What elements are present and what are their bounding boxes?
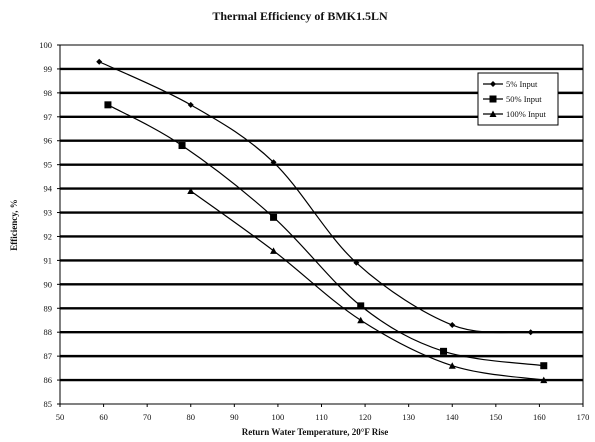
data-point (540, 362, 548, 370)
y-axis-title: Efficiency, % (9, 199, 19, 251)
data-point (178, 142, 186, 150)
data-point (353, 259, 360, 266)
chart-title: Thermal Efficiency of BMK1.5LN (212, 9, 388, 23)
x-tick-label: 90 (230, 412, 239, 422)
y-tick-label: 85 (44, 399, 53, 409)
x-tick-label: 120 (359, 412, 372, 422)
data-point (527, 329, 534, 336)
x-tick-label: 50 (56, 412, 65, 422)
tick-label-layer: 85 86 87 88 89 90 91 92 93 94 95 96 97 98 99 100 50 60 70 8… (39, 40, 589, 422)
series-layer (96, 58, 548, 384)
y-tick-label: 95 (44, 160, 53, 170)
x-tick-label: 140 (446, 412, 459, 422)
data-point (448, 362, 456, 369)
data-point (449, 322, 456, 329)
data-point (187, 101, 194, 108)
x-tick-label: 170 (577, 412, 590, 422)
data-point (357, 302, 365, 310)
x-tick-label: 160 (533, 412, 546, 422)
data-point (270, 247, 278, 254)
x-tick-label: 150 (489, 412, 502, 422)
legend-label: 5% Input (506, 79, 538, 89)
legend-item-50-input: 50% Input (483, 94, 542, 104)
data-point (270, 213, 278, 221)
y-tick-label: 87 (44, 351, 53, 361)
legend-label: 100% Input (506, 109, 547, 119)
y-tick-label: 100 (39, 40, 52, 50)
y-tick-label: 86 (44, 375, 53, 385)
legend-item-100-input: 100% Input (483, 109, 547, 119)
x-tick-label: 110 (315, 412, 327, 422)
series-5-input (96, 58, 534, 336)
y-tick-label: 94 (44, 184, 53, 194)
x-axis-title: Return Water Temperature, 20°F Rise (242, 427, 389, 437)
x-tick-label: 60 (99, 412, 108, 422)
y-tick-label: 93 (44, 208, 53, 218)
series-100-input (187, 187, 548, 384)
x-tick-label: 100 (272, 412, 285, 422)
series-line (98, 61, 531, 334)
data-point (540, 376, 548, 384)
legend-marker (490, 81, 496, 87)
x-tick-label: 70 (143, 412, 152, 422)
legend-marker (489, 95, 497, 103)
data-point (270, 159, 277, 166)
data-point (357, 316, 365, 324)
x-tick-label: 130 (402, 412, 415, 422)
series-50-input (104, 101, 548, 370)
y-tick-label: 90 (44, 279, 53, 289)
legend: 5% Input 50% Input 100% Input (477, 72, 559, 126)
legend-item-5-input: 5% Input (483, 79, 538, 89)
y-tick-label: 89 (44, 303, 53, 313)
y-tick-label: 98 (44, 88, 53, 98)
y-tick-label: 91 (44, 255, 53, 265)
y-tick-label: 96 (44, 136, 53, 146)
data-point (440, 347, 448, 355)
y-tick-label: 99 (44, 64, 53, 74)
y-tick-label: 97 (44, 112, 53, 122)
data-point (187, 187, 195, 194)
data-point (96, 58, 103, 65)
y-tick-label: 88 (44, 327, 53, 337)
legend-label: 50% Input (506, 94, 542, 104)
x-tick-label: 80 (187, 412, 196, 422)
data-point (104, 101, 112, 109)
y-tick-label: 92 (44, 231, 53, 241)
legend-marker (489, 110, 497, 117)
